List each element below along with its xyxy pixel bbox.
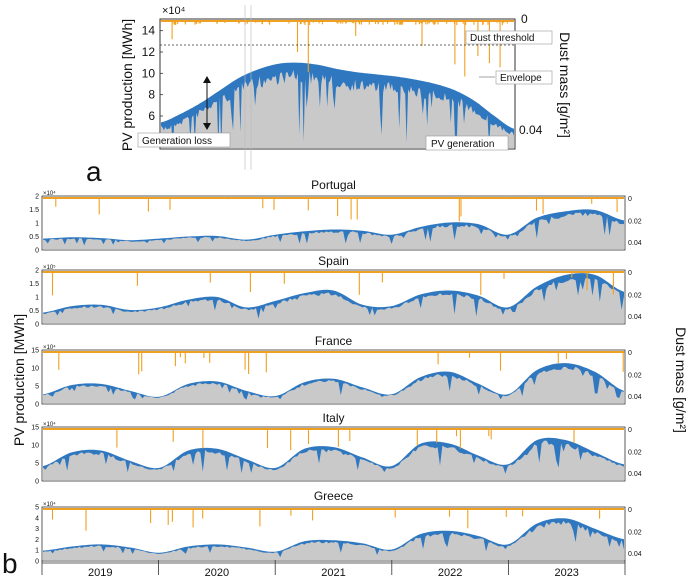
panel-b-portugal-generation-area (43, 212, 624, 249)
panel-b-greece-title: Greece (314, 489, 354, 503)
year-label-2019: 2019 (88, 567, 112, 578)
generation-loss-box (137, 132, 231, 148)
panel-a-letter: a (86, 156, 102, 187)
panel-a-ylabel-left: PV production [MWh] (119, 19, 135, 151)
panel-b-greece-dust-baseline (43, 508, 624, 510)
panel-b-spain-title: Spain (318, 254, 349, 268)
generation-loss-label: Generation loss (142, 136, 212, 147)
panel-b-france-exponent: ×10⁴ (43, 344, 56, 351)
panel-b-italy-dust-baseline (43, 428, 624, 430)
panel-b-italy-y-tick-3: 0 (35, 479, 39, 486)
year-label-2023: 2023 (554, 567, 578, 578)
panel-b-spain-dust-baseline (43, 271, 624, 273)
panel-b-greece-y-tick-2: 3 (35, 526, 39, 533)
panel-b-portugal-y-tick-1: 1.5 (29, 207, 39, 214)
panel-b-france-right-tick-0: 0 (628, 350, 632, 357)
panel-b-france-y-tick-0: 15 (31, 348, 39, 355)
envelope-label: Envelope (500, 73, 542, 84)
pv-generation-label: PV generation (431, 139, 494, 150)
panel-b-spain-y-tick-4: 0 (35, 322, 39, 329)
panel-a-plot (160, 20, 514, 148)
panel-b-portugal-chart: Portugal ×10⁴ 2 1.5 1 0.5 0 0 0.02 0.04 (29, 178, 641, 255)
panel-b-portugal-y-tick-2: 1 (35, 221, 39, 228)
panel-b-portugal-right-tick-2: 0.04 (628, 240, 642, 247)
panel-b-portugal-exponent: ×10⁴ (43, 190, 56, 197)
panel-a-y-tick-2: 10 (142, 66, 156, 80)
panel-b-france-y-tick-1: 10 (31, 366, 39, 373)
panel-b-portugal-y-tick-3: 0.5 (29, 234, 39, 241)
panel-b-france-y-tick-2: 5 (35, 384, 39, 391)
panel-b-greece-right-tick-1: 0.02 (628, 529, 642, 536)
panel-a-y-tick-0: 14 (142, 24, 156, 38)
panel-b-france-title: France (315, 334, 353, 348)
panel-a-dust-baseline (161, 20, 514, 22)
panel-a-right-tick-1: 0.04 (519, 123, 543, 137)
panel-a-y-tick-1: 12 (142, 45, 156, 59)
panel-b-spain-right-tick-2: 0.04 (628, 314, 642, 321)
panel-b-france-dust-baseline (43, 351, 624, 353)
panel-b-spain-generation-area (43, 278, 624, 323)
panel-b-spain-y-tick-2: 1 (35, 295, 39, 302)
dust-threshold-label: Dust threshold (470, 33, 534, 44)
panel-b-france-chart: France ×10⁴ 15 10 5 0 0 0.02 0.04 (31, 334, 642, 409)
panel-b-italy-title: Italy (322, 411, 344, 425)
panel-b-spain-chart: Spain ×10⁵ 2 1.5 1 0.5 0 0 0.02 0.04 (29, 254, 641, 329)
panel-b-greece-y-tick-0: 5 (35, 505, 39, 512)
panel-b-italy-generation-area (43, 440, 624, 480)
panel-a-ylabel-right: Dust mass [g/m²] (557, 32, 573, 138)
panel-b-greece-y-tick-1: 4 (35, 515, 39, 522)
panel-b-france-generation-area (43, 366, 624, 403)
panel-b-france-right-tick-1: 0.02 (628, 372, 642, 379)
panel-b-ylabel-left: PV production [MWh] (11, 314, 27, 446)
panel-b-greece-chart: Greece ×10⁴ 5 4 3 2 1 0 0 0.02 0.04 (35, 489, 642, 566)
panel-b-france-right-tick-2: 0.04 (628, 394, 642, 401)
envelope-box (495, 70, 553, 85)
panel-b-spain-right-tick-1: 0.02 (628, 292, 642, 299)
panel-b-spain-y-tick-1: 1.5 (29, 281, 39, 288)
panel-b-italy-y-tick-0: 15 (31, 425, 39, 432)
year-label-2021: 2021 (321, 567, 345, 578)
panel-b-spain-y-tick-3: 0.5 (29, 308, 39, 315)
panel-b-spain-right-tick-0: 0 (628, 270, 632, 277)
panel-b-greece-y-tick-3: 2 (35, 537, 39, 544)
panel-b-italy-exponent: ×10⁴ (43, 421, 56, 428)
panel-b-italy-right-tick-1: 0.02 (628, 449, 642, 456)
panel-a-exponent: ×10⁴ (162, 5, 186, 17)
panel-b-greece-y-tick-5: 0 (35, 559, 39, 566)
panel-b-italy-right-tick-0: 0 (628, 427, 632, 434)
year-axis: 2019 2020 2021 2022 2023 (41, 560, 626, 578)
panel-b-portugal-dust-baseline (43, 197, 624, 199)
panel-a-generation-area (161, 70, 514, 148)
panel-b-france-y-tick-3: 0 (35, 402, 39, 409)
panel-b-portugal-title: Portugal (311, 178, 356, 192)
panel-b-greece-exponent: ×10⁴ (43, 501, 56, 508)
panel-b-portugal-right-tick-1: 0.02 (628, 218, 642, 225)
panel-b-greece-y-tick-4: 1 (35, 548, 39, 555)
panel-b-italy-right-tick-2: 0.04 (628, 471, 642, 478)
dust-threshold-box (465, 30, 553, 45)
panel-a-y-tick-4: 6 (148, 109, 155, 123)
panel-b-portugal-y-tick-0: 2 (35, 194, 39, 201)
panel-b-spain-y-tick-0: 2 (35, 268, 39, 275)
year-label-2022: 2022 (438, 567, 462, 578)
panel-b-greece-right-tick-0: 0 (628, 507, 632, 514)
panel-a-right-tick-0: 0 (521, 12, 528, 26)
panel-b-italy-y-tick-1: 10 (31, 443, 39, 450)
panel-a-y-tick-3: 8 (148, 88, 155, 102)
panel-b-italy-y-tick-2: 5 (35, 461, 39, 468)
panel-b-ylabel-right: Dust mass [g/m²] (673, 327, 689, 433)
panel-a: ×10⁴ 141210864 PV production [MWh] Dust … (86, 5, 573, 187)
panel-b-portugal-right-tick-0: 0 (628, 196, 632, 203)
panel-b-italy-chart: Italy ×10⁴ 15 10 5 0 0 0.02 0.04 (31, 411, 642, 486)
panel-b-letter: b (2, 548, 18, 578)
pv-generation-box (425, 135, 509, 151)
year-label-2020: 2020 (205, 567, 229, 578)
panel-b-greece-generation-area (43, 520, 624, 560)
panel-b-portugal-y-tick-4: 0 (35, 248, 39, 255)
panel-b-spain-exponent: ×10⁵ (43, 264, 56, 271)
panel-b: Portugal ×10⁴ 2 1.5 1 0.5 0 0 0.02 0.04 Spain ×10⁵ 2… (29, 178, 641, 566)
panel-b-greece-right-tick-2: 0.04 (628, 551, 642, 558)
